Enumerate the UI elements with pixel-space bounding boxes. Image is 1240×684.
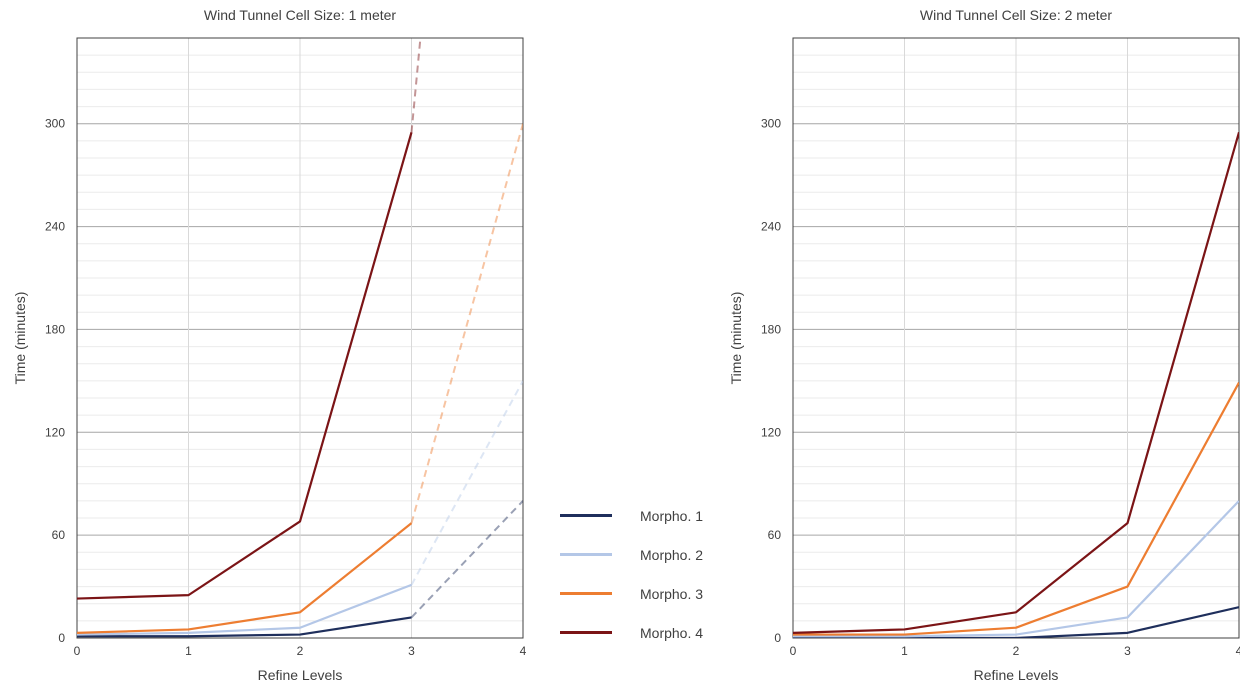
legend-item: Morpho. 1: [560, 496, 730, 535]
series-line: [793, 606, 1239, 638]
series-line: [77, 616, 412, 638]
series-line: [793, 131, 1239, 634]
y-tick-label: 240: [45, 220, 65, 234]
series-line: [77, 131, 413, 600]
x-axis-title: Refine Levels: [258, 667, 343, 683]
y-tick-label: 0: [58, 631, 65, 645]
series-line: [793, 382, 1239, 636]
x-tick-label: 3: [408, 644, 415, 658]
legend-swatch: [560, 592, 612, 595]
legend-label: Morpho. 2: [640, 546, 704, 563]
y-axis-title: Time (minutes): [728, 292, 744, 385]
series-projection-line: [410, 500, 523, 619]
legend-item: Morpho. 2: [560, 535, 730, 574]
legend-item: Morpho. 3: [560, 574, 730, 613]
x-tick-label: 2: [1013, 644, 1020, 658]
x-tick-label: 2: [297, 644, 304, 658]
x-tick-label: 3: [1124, 644, 1131, 658]
chart-cell-size-2m: 0 60 120 180 240 300 0 1 2 3 4 Wind Tunnel Cell Siz…: [728, 7, 1240, 683]
legend-item: Morpho. 4: [560, 613, 730, 652]
chart-title: Wind Tunnel Cell Size: 2 meter: [920, 7, 1113, 23]
legend: Morpho. 1 Morpho. 2 Morpho. 3 Morpho. 4: [560, 496, 730, 652]
y-axis-title: Time (minutes): [12, 292, 28, 385]
y-tick-label: 120: [761, 425, 781, 439]
x-tick-label: 0: [790, 644, 797, 658]
series-projection-line: [410, 123, 523, 524]
x-tick-label: 4: [520, 644, 527, 658]
x-tick-label: 1: [185, 644, 192, 658]
legend-swatch: [560, 553, 612, 556]
y-tick-label: 60: [768, 528, 782, 542]
legend-label: Morpho. 3: [640, 585, 704, 602]
series-projection-line: [410, 380, 523, 586]
y-tick-label: 300: [761, 117, 781, 131]
y-tick-label: 120: [45, 425, 65, 439]
legend-label: Morpho. 4: [640, 624, 704, 641]
x-tick-label: 1: [901, 644, 908, 658]
x-tick-label: 0: [74, 644, 81, 658]
series-group: [793, 131, 1239, 638]
legend-swatch: [560, 631, 612, 634]
y-tick-label: 240: [761, 220, 781, 234]
chart-title: Wind Tunnel Cell Size: 1 meter: [204, 7, 397, 23]
series-line: [77, 583, 412, 636]
y-tick-label: 180: [45, 322, 65, 336]
y-tick-label: 180: [761, 322, 781, 336]
series-line: [793, 500, 1239, 638]
y-tick-label: 60: [52, 528, 66, 542]
series-group: [77, 38, 523, 638]
series-line: [77, 522, 413, 634]
series-projection-line: [410, 38, 422, 133]
legend-swatch: [560, 514, 612, 517]
chart-cell-size-1m: 0 60 120 180 240 300 0 1 2 3 4 Wind Tunnel Cell Siz…: [12, 7, 527, 683]
x-tick-label: 4: [1236, 644, 1240, 658]
legend-label: Morpho. 1: [640, 507, 704, 524]
x-axis-title: Refine Levels: [974, 667, 1059, 683]
y-tick-label: 0: [774, 631, 781, 645]
y-tick-label: 300: [45, 117, 65, 131]
plot-area-border: [76, 37, 524, 639]
